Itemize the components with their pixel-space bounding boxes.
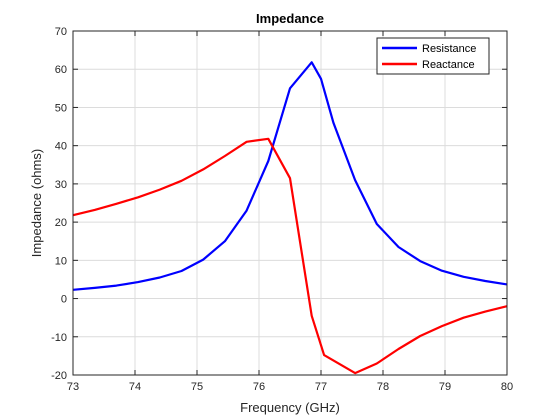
y-tick-label: -10	[51, 332, 67, 344]
series-line-reactance	[72, 137, 508, 375]
y-tick-label: 20	[55, 217, 67, 229]
legend-box	[376, 37, 490, 75]
y-tick-label: 50	[55, 102, 67, 114]
y-axis-label: Impedance (ohms)	[29, 149, 44, 257]
x-tick-label: 78	[377, 381, 389, 393]
x-tick-label: 76	[253, 381, 265, 393]
x-tick-label: 80	[501, 381, 513, 393]
y-tick-label: 10	[55, 255, 67, 267]
y-tick-label: 0	[61, 294, 67, 306]
legend-label: Resistance	[422, 43, 476, 55]
y-tick-label: 40	[55, 141, 67, 153]
legend: Resistance Reactance	[376, 37, 490, 75]
x-tick-label: 79	[439, 381, 451, 393]
plot-frame	[72, 30, 508, 376]
x-tick-label: 74	[129, 381, 141, 393]
x-tick-label: 75	[191, 381, 203, 393]
x-tick-label: 77	[315, 381, 327, 393]
axis-ticks: 73 74 75 76 77 78 79 80 -20 -10 0 10 20 30 40 50 60 70	[51, 26, 513, 393]
legend-label: Reactance	[422, 59, 475, 71]
x-tick-label: 73	[67, 381, 79, 393]
series-line-resistance	[72, 61, 508, 291]
plot-area	[73, 31, 507, 375]
y-tick-label: 70	[55, 26, 67, 38]
y-tick-label: -20	[51, 370, 67, 382]
chart-title: Impedance	[256, 11, 324, 26]
x-axis-label: Frequency (GHz)	[240, 400, 340, 415]
series-lines	[72, 61, 508, 375]
y-tick-label: 30	[55, 179, 67, 191]
y-tick-label: 60	[55, 64, 67, 76]
